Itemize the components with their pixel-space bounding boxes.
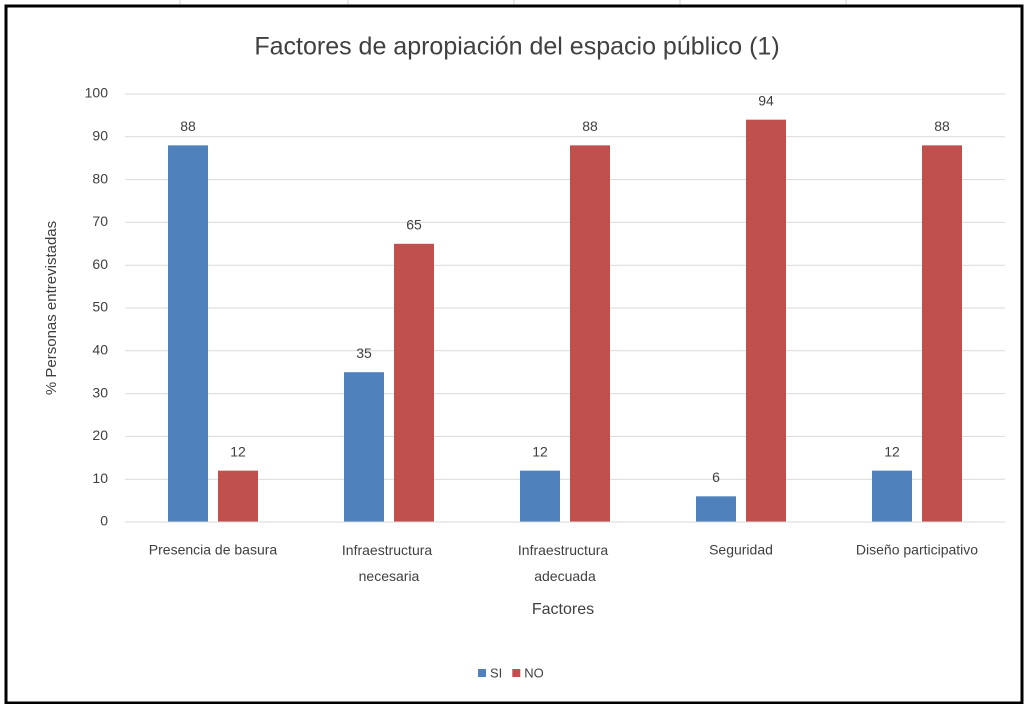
- data-label: 65: [406, 217, 422, 233]
- y-tick-label: 20: [92, 427, 108, 443]
- y-tick-label: 80: [92, 170, 108, 186]
- y-tick-label: 50: [92, 299, 108, 315]
- chart-border: [4, 4, 1024, 704]
- bar: [218, 470, 258, 522]
- bar: [696, 496, 736, 522]
- data-label: 6: [712, 469, 720, 485]
- legend-swatch: [478, 669, 486, 677]
- y-tick-label: 40: [92, 342, 108, 358]
- legend-label: SI: [490, 665, 502, 680]
- x-tick-label: Diseño participativo: [856, 542, 978, 558]
- x-tick-label-line: Infraestructura: [342, 542, 436, 558]
- bar: [394, 243, 434, 523]
- data-label: 94: [758, 92, 774, 108]
- y-tick-label: 0: [100, 513, 108, 529]
- x-tick-label-line: necesaria: [359, 568, 420, 584]
- data-label: 12: [884, 443, 900, 459]
- data-label: 12: [230, 443, 246, 459]
- legend-swatch: [512, 669, 521, 677]
- x-tick-label-line: Infraestructura: [518, 542, 612, 558]
- data-label: 88: [180, 118, 196, 134]
- x-tick-label: Infraestructura adecuada: [518, 542, 612, 584]
- bar: [520, 470, 560, 522]
- y-tick-label: 70: [92, 213, 108, 229]
- x-tick-label: Presencia de basura: [149, 542, 278, 558]
- bar: [570, 145, 610, 523]
- x-axis-title: Factores: [532, 601, 594, 618]
- data-label: 88: [582, 118, 598, 134]
- x-tick-label: Seguridad: [709, 542, 773, 558]
- bar: [746, 119, 786, 523]
- y-tick-label: 10: [92, 470, 108, 486]
- y-tick-label: 60: [92, 256, 108, 272]
- chart-title: Factores de apropiación del espacio públ…: [254, 33, 779, 61]
- data-label: 88: [934, 118, 950, 134]
- legend-label: NO: [524, 665, 544, 680]
- data-label: 12: [532, 443, 548, 459]
- bar: [344, 372, 384, 522]
- data-label: 35: [356, 345, 372, 361]
- y-tick-label: 30: [92, 384, 108, 400]
- x-tick-label-line: adecuada: [534, 568, 596, 584]
- y-tick-label: 90: [92, 128, 108, 144]
- y-axis-title: % Personas entrevistadas: [43, 221, 60, 395]
- bar: [922, 145, 962, 523]
- y-tick-label: 100: [85, 85, 109, 101]
- bar: [872, 470, 912, 522]
- x-tick-label: Infraestructura necesaria: [342, 542, 436, 584]
- bar: [168, 145, 208, 523]
